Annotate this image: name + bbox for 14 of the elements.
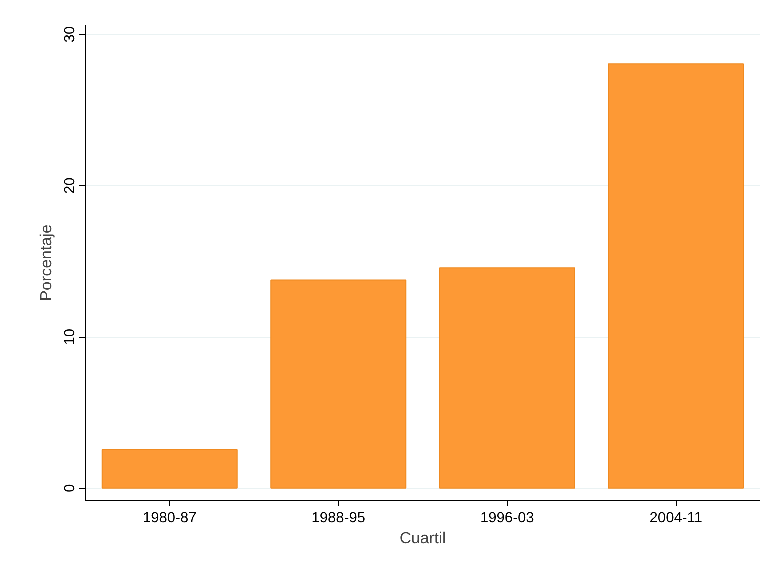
x-tick-label: 1980-87 [142, 510, 197, 526]
y-axis-title: Porcentaje [38, 224, 56, 302]
y-tick-label: 20 [62, 178, 78, 194]
y-tick-label: 0 [62, 484, 78, 492]
x-axis-title: Cuartil [400, 530, 446, 548]
y-tick-label: 10 [62, 328, 78, 346]
bar [608, 64, 744, 489]
y-tick-label: 30 [62, 26, 78, 43]
bar [270, 280, 407, 489]
x-tick-label: 1996-03 [480, 510, 534, 526]
x-tick-label: 2004-11 [650, 510, 702, 526]
bar [439, 268, 576, 489]
bar [102, 449, 238, 489]
x-tick-label: 1988-95 [312, 510, 366, 526]
